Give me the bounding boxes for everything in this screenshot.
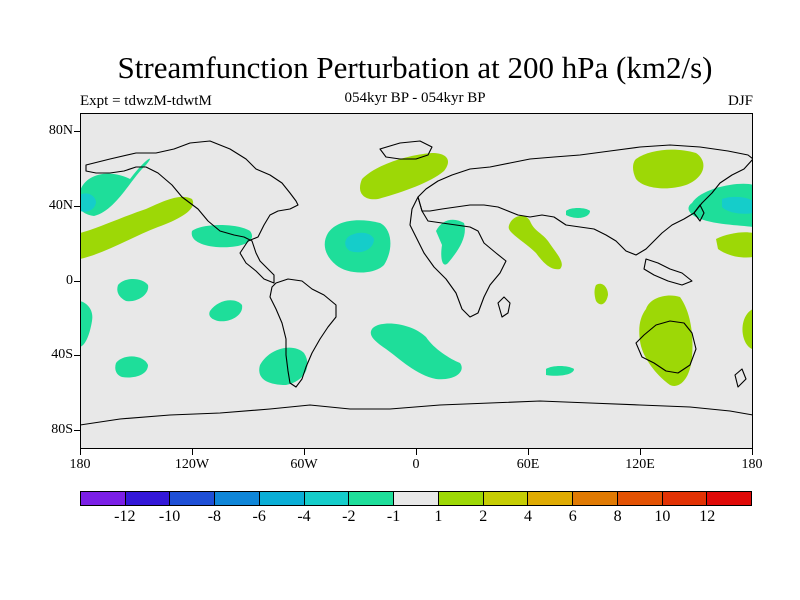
- streamfunction-map: [80, 113, 753, 449]
- colorbar-swatch: [483, 492, 529, 505]
- positive-patch: [716, 232, 753, 258]
- negative-patch: [566, 208, 590, 218]
- negative-patch: [259, 347, 308, 385]
- lon-tick: [752, 449, 753, 455]
- negative-patch: [80, 301, 93, 347]
- lon-label-0: 0: [412, 457, 420, 472]
- colorbar-label: 2: [479, 508, 488, 525]
- colorbar: [80, 491, 752, 506]
- coastlines: [80, 140, 753, 426]
- australia-coast: [635, 320, 697, 374]
- lat-tick: [74, 430, 80, 431]
- colorbar-label: -2: [342, 508, 356, 525]
- colorbar-label: 10: [654, 508, 671, 525]
- negative-patch: [370, 323, 462, 380]
- lon-tick: [416, 449, 417, 455]
- colorbar-swatch: [259, 492, 305, 505]
- lat-tick: [74, 281, 80, 282]
- lon-tick: [192, 449, 193, 455]
- colorbar-swatch: [215, 492, 260, 505]
- negative-core: [80, 193, 96, 212]
- lon-tick: [528, 449, 529, 455]
- new-zealand-coast: [734, 368, 747, 388]
- antarctica-coast: [80, 400, 753, 426]
- lat-label-40s: 40S: [51, 347, 73, 362]
- negative-anomaly-patches: [80, 158, 753, 385]
- lat-label-40n: 40N: [48, 198, 73, 213]
- colorbar-label: -10: [158, 508, 181, 525]
- positive-patch: [639, 295, 693, 386]
- eurasia-coast: [417, 144, 753, 256]
- colorbar-label: 12: [699, 508, 716, 525]
- lon-tick: [80, 449, 81, 455]
- map-panel: [80, 113, 753, 449]
- japan-coast: [693, 204, 705, 222]
- lat-label-0: 0: [66, 273, 73, 288]
- positive-patch: [594, 283, 608, 305]
- colorbar-swatch: [662, 492, 708, 505]
- colorbar-label: -12: [114, 508, 136, 525]
- lon-label-120e: 120E: [625, 457, 655, 472]
- colorbar-label: 4: [524, 508, 532, 525]
- negative-patch: [80, 158, 151, 216]
- lon-tick: [304, 449, 305, 455]
- colorbar-swatch: [573, 492, 618, 505]
- colorbar-swatch: [349, 492, 395, 505]
- colorbar-swatch: [528, 492, 574, 505]
- africa-coast: [409, 196, 507, 318]
- north-america-coast: [85, 140, 299, 284]
- colorbar-label: -6: [252, 508, 266, 525]
- time-period-label: 054kyr BP - 054kyr BP: [344, 90, 486, 106]
- lon-label-180e: 180: [741, 457, 763, 472]
- positive-patch: [633, 149, 704, 189]
- colorbar-swatch: [707, 492, 752, 505]
- lat-tick: [74, 206, 80, 207]
- madagascar-coast: [497, 296, 511, 318]
- lon-tick: [640, 449, 641, 455]
- lat-label-80s: 80S: [51, 422, 73, 437]
- negative-patch: [546, 366, 574, 376]
- lon-label-60w: 60W: [290, 457, 318, 472]
- colorbar-label: 8: [613, 508, 622, 525]
- positive-patch: [742, 309, 753, 349]
- colorbar-swatch: [617, 492, 663, 505]
- colorbar-swatch: [438, 492, 484, 505]
- negative-patch: [209, 300, 243, 322]
- lon-label-120w: 120W: [174, 457, 210, 472]
- colorbar-swatch: [170, 492, 216, 505]
- negative-core-patches: [80, 193, 753, 253]
- negative-patch: [117, 279, 149, 302]
- lon-label-60e: 60E: [516, 457, 540, 472]
- maritime-continent-coast: [643, 258, 693, 286]
- lat-label-80n: 80N: [48, 123, 73, 138]
- colorbar-swatch: [81, 492, 126, 505]
- negative-patch: [191, 225, 253, 248]
- colorbar-label: -8: [207, 508, 222, 525]
- south-america-coast: [269, 278, 337, 388]
- positive-patch: [508, 215, 562, 270]
- positive-patch: [359, 153, 448, 200]
- positive-patch: [80, 196, 194, 259]
- experiment-label: Expt = tdwzM-tdwtM: [80, 93, 212, 109]
- lon-label-180w: 180: [69, 457, 91, 472]
- lat-tick: [74, 355, 80, 356]
- colorbar-label: 1: [434, 508, 443, 525]
- season-label: DJF: [727, 93, 753, 109]
- colorbar-swatch: [304, 492, 350, 505]
- colorbar-label: 6: [568, 508, 577, 525]
- colorbar-label: -4: [297, 508, 311, 525]
- colorbar-swatch: [394, 492, 439, 505]
- negative-core: [345, 232, 374, 253]
- colorbar-label: -1: [386, 508, 401, 525]
- negative-patch: [436, 219, 465, 265]
- positive-anomaly-patches: [80, 149, 753, 386]
- colorbar-swatch: [125, 492, 171, 505]
- plot-title: Streamfunction Perturbation at 200 hPa (…: [117, 50, 713, 85]
- lat-tick: [74, 131, 80, 132]
- negative-patch: [688, 183, 753, 227]
- negative-patch: [115, 356, 148, 378]
- greenland-coast: [379, 140, 433, 160]
- negative-core: [722, 196, 753, 214]
